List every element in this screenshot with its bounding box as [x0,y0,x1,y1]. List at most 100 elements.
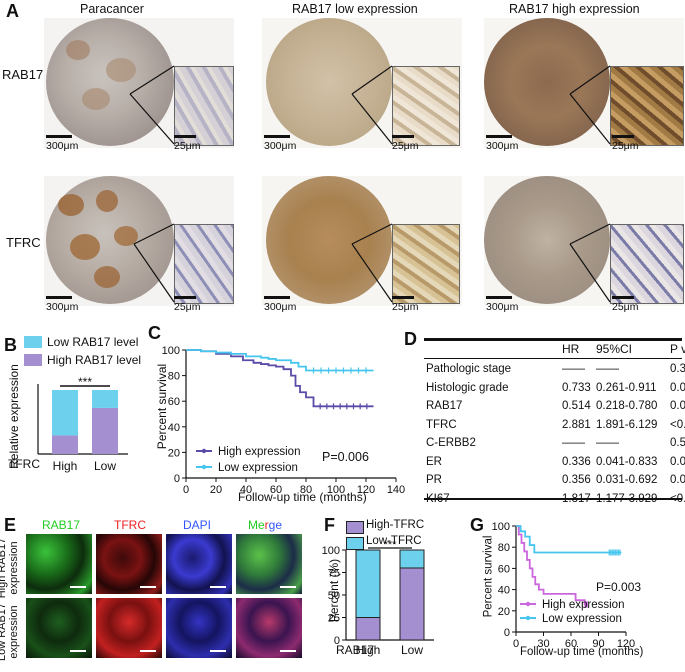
table-cell-r2-c2: 0.218-0.780 [596,400,658,412]
g-xtick-0: 0 [513,638,519,650]
panel-a-label: A [6,1,19,21]
table-cell-r0-c2: —— [596,363,619,375]
ihc-image-high-tfrc [484,176,684,306]
scale-text-300-a4: 300μm [46,301,79,313]
c-ytick-40: 40 [168,422,180,434]
c-xtick-80: 80 [300,484,312,496]
g-xtick-30: 30 [537,638,549,650]
if-low-rab17 [26,598,92,658]
merge-part-2: r [264,518,269,532]
merge-part-3: ge [268,518,283,532]
b-xtick-low: Low [94,459,116,473]
c-ytick-20: 20 [168,447,180,459]
f-ytick-25: 25 [328,613,340,625]
g-ytick-60: 60 [498,563,510,575]
if-scalebar-4 [280,586,296,588]
b-bar-low-high [92,407,118,454]
if-scalebar-3 [210,586,226,588]
table-cell-r4-c0: C-ERBB2 [426,437,476,449]
if-low-merge [236,598,302,658]
table-cell-r2-c3: 0.011 [670,400,685,412]
f-xtick-high: High [356,643,381,657]
table-cell-r5-c0: ER [426,455,442,468]
legend-text-high-rab17: High RAB17 level [47,353,142,367]
scale-bar-300-a6 [486,296,512,299]
if-high-tfrc [96,534,162,594]
table-cell-r1-c3: 0.043 [670,381,685,394]
c-xtick-20: 20 [210,484,222,496]
if-scalebar-2 [140,586,156,588]
c-legend-text-low: Low expression [218,462,298,474]
scale-bar-25-a4 [174,296,196,299]
g-legend-dot-low [525,615,531,621]
g-legend-text-high: High expression [542,599,624,611]
table-cell-r1-c0: Histologic grade [426,381,509,394]
panel-f-label: F [324,515,335,535]
table-header-2: 95%CI [596,342,633,356]
legend-swatch-high-tfrc [346,521,364,534]
row-label-rab17: RAB17 [2,67,44,82]
table-cell-r4-c3: 0.582 [670,437,685,449]
c-xtick-100: 100 [327,484,345,496]
scale-bar-300-a4 [46,296,72,299]
scale-bar-300-a2 [264,135,290,138]
table-cell-r5-c1: 0.336 [562,455,591,468]
c-line-high [186,349,374,408]
if-high-rab17 [26,534,92,594]
scale-text-25-a5: 25μm [392,301,419,313]
ihc-image-high-rab17 [484,18,684,148]
if-scalebar-8 [280,650,296,652]
g-legend-dot-high [525,601,531,607]
c-ytick-0: 0 [174,473,180,485]
f-sig-text: *** [384,539,398,551]
table-cell-r0-c0: Pathologic stage [426,363,512,375]
g-xtick-60: 60 [565,638,577,650]
scale-bar-25-a6 [612,296,634,299]
scale-bar-25-a2 [392,135,414,138]
scale-text-300-a6: 300μm [486,301,519,313]
table-cell-r6-c1: 0.356 [562,474,591,486]
scale-bar-25-a1 [174,135,196,138]
table-header-rule [424,358,682,359]
g-ytick-20: 20 [498,606,510,618]
c-pvalue: P=0.006 [322,450,369,464]
b-xtick-high: High [53,459,78,473]
panel-d-label: D [404,329,417,349]
scale-text-25-a4: 25μm [174,301,201,313]
table-header-3: P value [670,342,685,356]
scale-bar-300-a5 [264,296,290,299]
f-bar-low-low [399,549,425,569]
table-cell-r2-c1: 0.514 [562,400,591,412]
g-pvalue: P=0.003 [596,580,642,594]
g-xlabel: Follow-up time (months) [520,646,644,658]
table-cell-r5-c3: 0.009 [670,455,685,468]
b-sig-text: *** [78,375,92,389]
table-cell-r3-c2: 1.891-6.129 [596,418,658,431]
f-ytick-0: 0 [334,635,340,647]
c-ytick-80: 80 [168,371,180,383]
c-xtick-60: 60 [270,484,282,496]
table-top-rule [424,338,682,341]
c-legend-dot-low [201,464,207,470]
panel-b-label: B [4,335,17,355]
scale-text-25-a1: 25μm [174,140,201,152]
scale-text-300-a1: 300μm [46,140,79,152]
table-cell-r5-c2: 0.041-0.833 [596,455,658,468]
e-channel-merge: Merge [248,519,282,532]
col-title-high: RAB17 high expression [509,2,640,16]
c-xlabel: Follow-up time (months) [238,490,367,504]
scale-text-300-a2: 300μm [264,140,297,152]
e-channel-rab17: RAB17 [42,518,81,532]
scale-bar-300-a3 [486,135,512,138]
table-cell-r1-c1: 0.733 [562,381,591,394]
if-scalebar-6 [140,650,156,652]
g-xtick-90: 90 [592,638,604,650]
g-legend-text-low: Low expression [542,613,622,625]
table-cell-r6-c2: 0.031-0.692 [596,474,658,486]
